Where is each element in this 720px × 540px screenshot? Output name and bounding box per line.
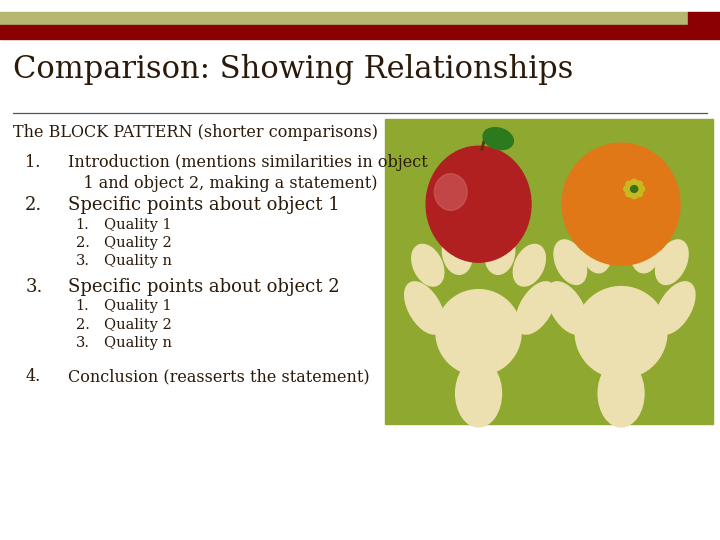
Ellipse shape	[412, 245, 444, 286]
Ellipse shape	[483, 127, 513, 150]
Text: Quality 1: Quality 1	[104, 218, 172, 232]
Ellipse shape	[624, 186, 630, 192]
Text: Specific points about object 2: Specific points about object 2	[68, 278, 340, 296]
Text: 2.: 2.	[25, 196, 42, 214]
Text: Quality 2: Quality 2	[104, 236, 172, 250]
Ellipse shape	[598, 360, 644, 427]
Ellipse shape	[434, 174, 467, 210]
Ellipse shape	[513, 245, 545, 286]
Text: Introduction (mentions similarities in object: Introduction (mentions similarities in o…	[68, 154, 428, 171]
Text: Quality n: Quality n	[104, 336, 172, 350]
Ellipse shape	[626, 191, 632, 197]
Ellipse shape	[405, 282, 444, 334]
Text: 1.: 1.	[25, 154, 40, 171]
Text: Conclusion (reasserts the statement): Conclusion (reasserts the statement)	[68, 368, 370, 385]
Ellipse shape	[485, 232, 515, 274]
Ellipse shape	[626, 181, 632, 187]
Ellipse shape	[575, 287, 667, 378]
Ellipse shape	[436, 289, 521, 375]
Text: Quality 1: Quality 1	[104, 299, 172, 313]
Ellipse shape	[636, 181, 642, 187]
Text: 2.: 2.	[76, 236, 89, 250]
Ellipse shape	[636, 191, 642, 197]
Text: 3.: 3.	[76, 254, 89, 268]
Ellipse shape	[582, 227, 611, 273]
Text: Quality n: Quality n	[104, 254, 172, 268]
Text: 1.: 1.	[76, 299, 89, 313]
Text: Comparison: Showing Relationships: Comparison: Showing Relationships	[13, 54, 573, 85]
Text: Quality 2: Quality 2	[104, 318, 172, 332]
Text: The BLOCK PATTERN (shorter comparisons): The BLOCK PATTERN (shorter comparisons)	[13, 124, 378, 141]
Ellipse shape	[631, 179, 637, 185]
Bar	[385, 119, 713, 424]
Text: 1 and object 2, making a statement): 1 and object 2, making a statement)	[68, 175, 378, 192]
Text: 1.: 1.	[76, 218, 89, 232]
Ellipse shape	[656, 240, 688, 285]
Ellipse shape	[516, 282, 556, 334]
Ellipse shape	[442, 232, 472, 274]
Ellipse shape	[562, 143, 680, 265]
Ellipse shape	[554, 240, 587, 285]
Text: 2.: 2.	[76, 318, 89, 332]
Bar	[0, 25, 688, 39]
Ellipse shape	[547, 282, 587, 334]
Ellipse shape	[426, 146, 531, 262]
Text: Specific points about object 1: Specific points about object 1	[68, 196, 340, 214]
Bar	[0, 12, 688, 25]
Ellipse shape	[456, 360, 502, 427]
Text: 3.: 3.	[76, 336, 89, 350]
Ellipse shape	[638, 186, 644, 192]
Ellipse shape	[655, 282, 695, 334]
Text: 4.: 4.	[25, 368, 40, 385]
Ellipse shape	[631, 193, 637, 199]
Ellipse shape	[631, 186, 638, 192]
Bar	[688, 12, 720, 39]
Text: 3.: 3.	[25, 278, 42, 296]
Ellipse shape	[631, 227, 660, 273]
